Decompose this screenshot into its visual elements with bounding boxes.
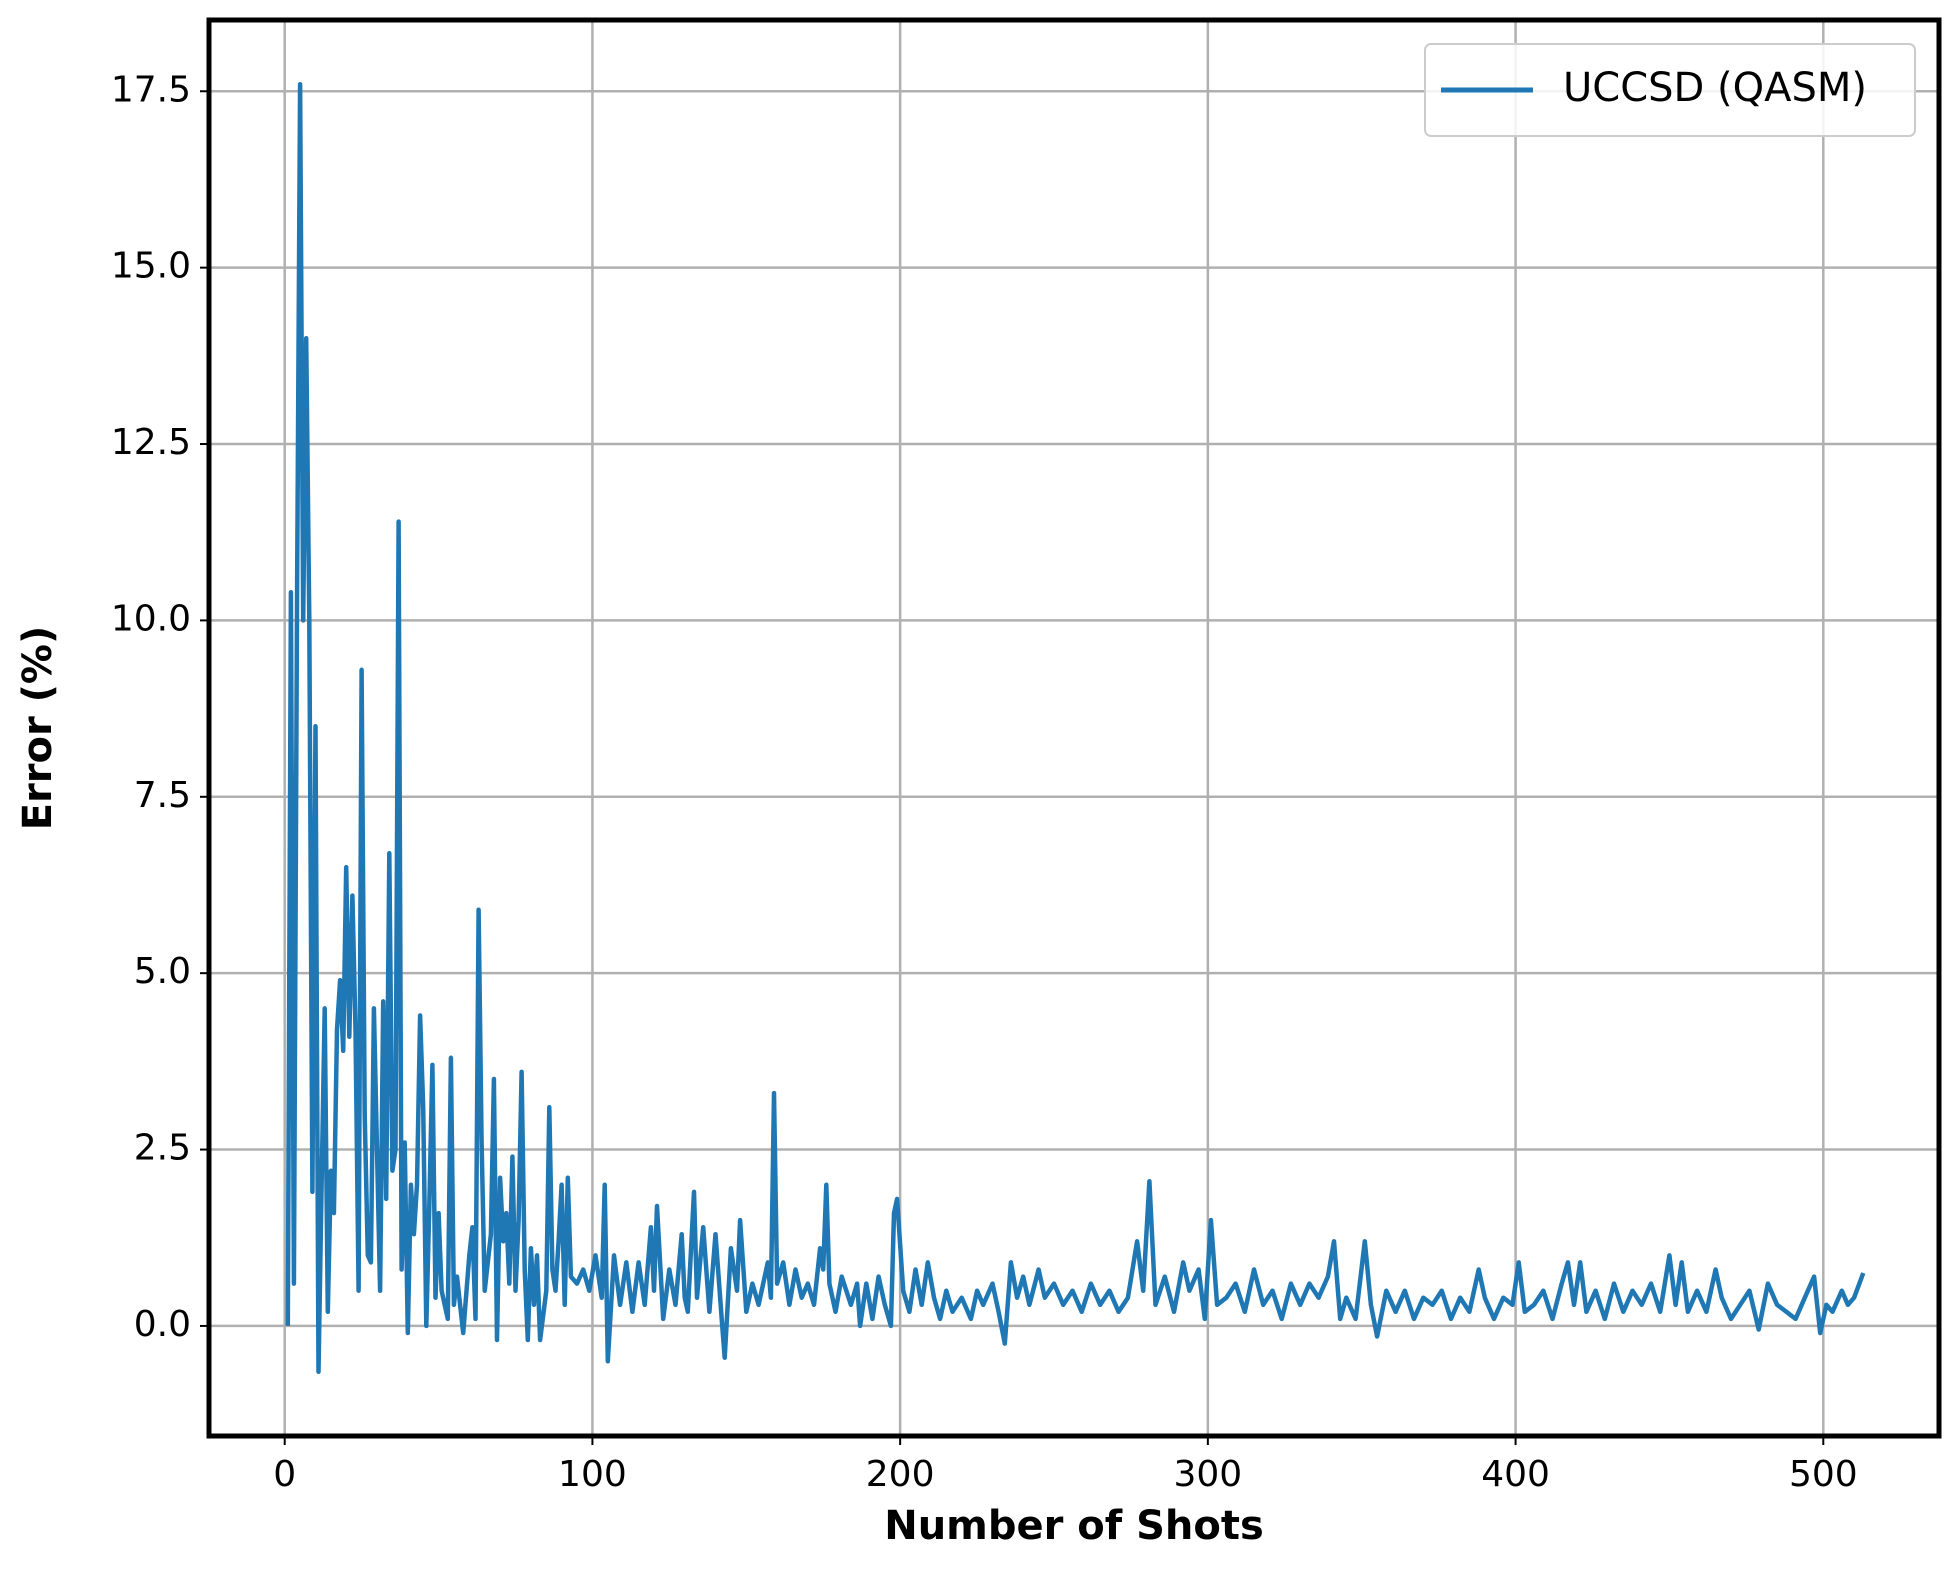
legend: UCCSD (QASM) (1424, 43, 1916, 137)
legend-label: UCCSD (QASM) (1563, 65, 1867, 111)
y-tick-label: 15.0 (111, 246, 191, 287)
y-tick-label: 7.5 (134, 775, 191, 816)
x-tick-label: 200 (866, 1454, 935, 1495)
legend-box (1424, 43, 1916, 137)
y-tick-label: 10.0 (111, 598, 191, 639)
y-tick-label: 2.5 (134, 1128, 191, 1169)
x-tick-label: 300 (1173, 1454, 1242, 1495)
plot-frame (206, 17, 1942, 1439)
y-tick-label: 17.5 (111, 69, 191, 110)
y-axis-label: Error (%) (15, 626, 61, 831)
x-tick-label: 400 (1481, 1454, 1550, 1495)
y-tick-label: 5.0 (134, 951, 191, 992)
x-tick-label: 100 (558, 1454, 627, 1495)
data-line (285, 81, 1866, 1375)
x-tick-label: 0 (273, 1454, 296, 1495)
y-tick-label: 0.0 (134, 1304, 191, 1345)
y-tick-label: 12.5 (111, 422, 191, 463)
x-axis-label: Number of Shots (884, 1503, 1264, 1549)
x-tick-label: 500 (1789, 1454, 1858, 1495)
